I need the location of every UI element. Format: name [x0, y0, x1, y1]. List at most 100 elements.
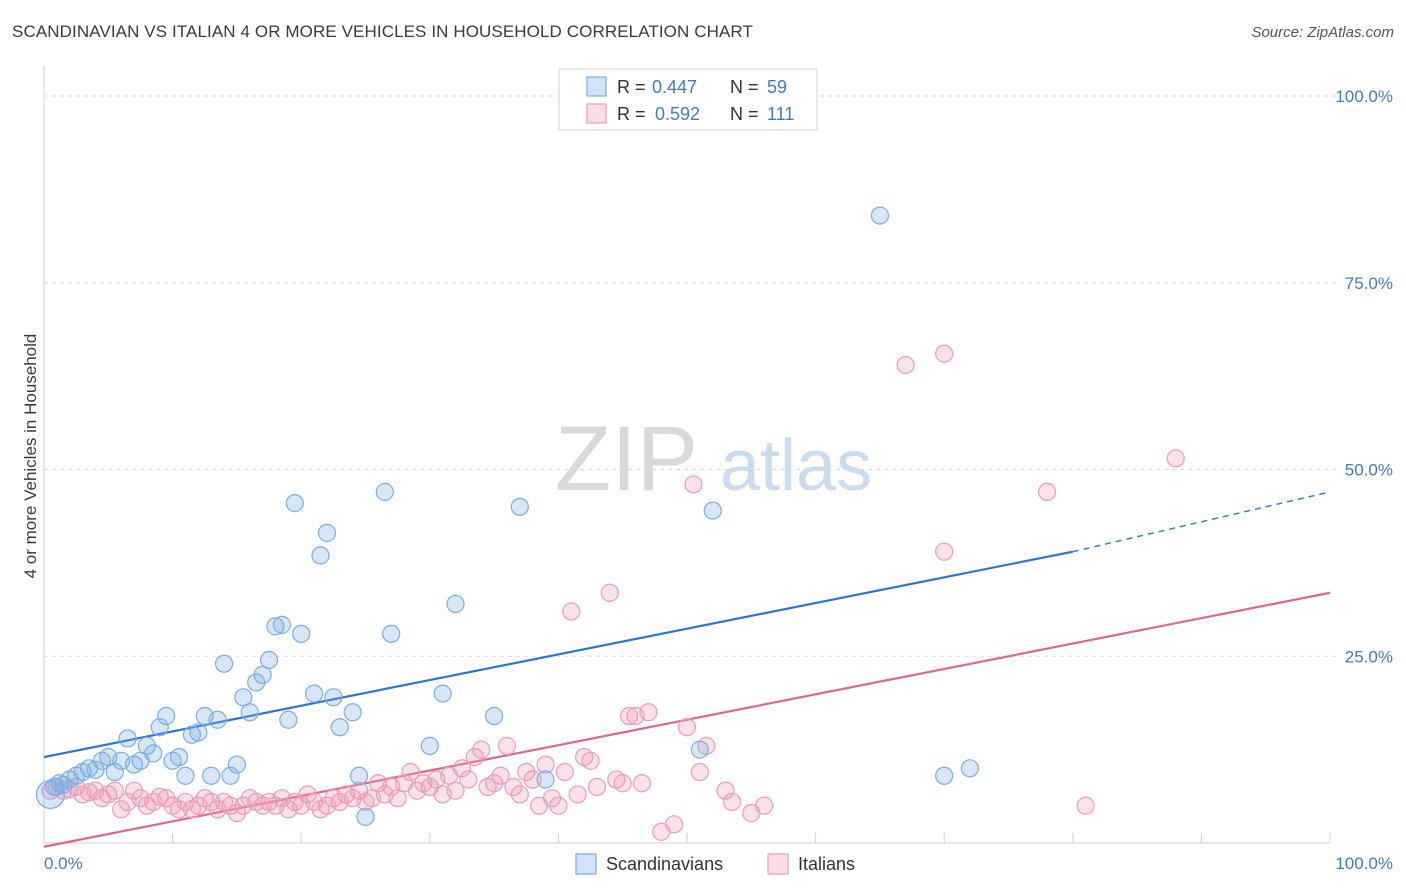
italians-point	[600, 583, 619, 602]
italians-point	[620, 706, 639, 726]
scandinavians-point	[870, 206, 890, 225]
scandinavians-point	[343, 703, 362, 722]
stats-r-label-1: R =	[617, 77, 646, 97]
italians-point	[1166, 449, 1185, 468]
italians-point	[1037, 482, 1057, 502]
trend-layer	[43, 491, 1331, 848]
scandinavians-point	[272, 615, 292, 634]
italians-point	[465, 747, 484, 767]
scandinavians-point	[169, 747, 189, 767]
italians-point	[613, 774, 632, 793]
scandinavians-point	[266, 617, 285, 636]
scandinavians-point	[446, 594, 465, 614]
italians-point	[504, 777, 523, 797]
italians-point	[935, 542, 954, 561]
x-tick-label-max: 100.0%	[1335, 854, 1393, 873]
italians-point	[536, 755, 555, 774]
italians-point	[221, 796, 240, 815]
scandinavians-point	[485, 706, 504, 726]
watermark: ZIP atlas	[555, 408, 872, 510]
y-tick-label: 75.0%	[1345, 274, 1393, 293]
y-tick-label: 25.0%	[1345, 647, 1393, 666]
stats-legend-swatch-pink	[586, 103, 607, 124]
stats-r-value-2: 0.592	[655, 104, 700, 124]
scandinavians-point	[240, 703, 259, 722]
chart-title: SCANDINAVIAN VS ITALIAN 4 OR MORE VEHICL…	[12, 22, 753, 41]
italians-trend-line	[43, 591, 1331, 848]
scandinavians-point	[311, 546, 330, 565]
italians-point	[690, 762, 709, 782]
scandinavians-point	[234, 688, 253, 707]
stats-legend-box	[558, 68, 818, 131]
scandinavians-point	[349, 766, 369, 785]
stats-n-label-1: N =	[730, 77, 759, 97]
italians-point	[581, 751, 600, 770]
scandinavians-point	[157, 706, 176, 726]
y-tick-label: 100.0%	[1335, 87, 1393, 106]
italians-point	[523, 770, 542, 789]
italians-point	[169, 800, 189, 819]
scandinavians-point	[690, 740, 709, 759]
italians-point	[446, 781, 465, 800]
chart-source: Source: ZipAtlas.com	[1251, 24, 1394, 41]
scandinavians-point	[227, 755, 246, 774]
axis-layer	[43, 66, 1331, 844]
y-tick-label: 50.0%	[1345, 461, 1393, 480]
italians-point	[896, 355, 915, 375]
series-legend: Scandinavians Italians	[575, 853, 855, 875]
scandinavians-point	[935, 766, 954, 785]
italians-point	[677, 718, 697, 737]
italians-point	[124, 781, 144, 800]
scandinavians-point	[176, 766, 195, 785]
scandinavians-point	[510, 497, 529, 516]
scandinavians-point	[214, 654, 234, 673]
italians-point	[112, 800, 131, 819]
stats-r-value-1: 0.447	[652, 77, 697, 97]
legend-label-italians: Italians	[798, 854, 855, 874]
scandinavians-trend-extension	[1072, 491, 1331, 553]
italians-point	[401, 762, 420, 782]
scandinavians-point	[703, 501, 722, 520]
italians-point	[459, 770, 478, 789]
stats-n-value-1: 59	[767, 77, 787, 97]
italians-point	[150, 787, 169, 806]
legend-swatch-scandinavians	[575, 853, 597, 875]
italians-point	[202, 792, 221, 812]
scandinavians-point	[375, 482, 394, 502]
legend-label-scandinavians: Scandinavians	[606, 854, 723, 874]
italians-point	[639, 703, 658, 722]
scandinavians-point	[536, 770, 555, 789]
x-tick-label-min: 0.0%	[44, 854, 83, 873]
italians-point	[542, 789, 562, 808]
italians-point	[485, 774, 504, 793]
scandinavians-point	[382, 624, 401, 643]
italians-point	[510, 785, 529, 804]
italians-point	[587, 777, 607, 797]
scandinavians-point	[960, 759, 980, 778]
italians-point	[298, 785, 317, 804]
italians-point	[388, 789, 407, 808]
scandinavians-point	[279, 710, 298, 729]
stats-n-value-2: 111	[767, 104, 794, 124]
watermark-atlas: atlas	[720, 426, 872, 506]
legend-swatch-italians	[767, 853, 789, 875]
scandinavians-point	[150, 718, 169, 737]
italians-point	[632, 774, 652, 793]
watermark-zip: ZIP	[555, 408, 698, 510]
italians-point	[497, 736, 517, 755]
points-layer	[35, 206, 1185, 841]
italians-point	[1076, 796, 1095, 815]
scandinavians-point	[105, 762, 124, 782]
italians-point	[517, 762, 536, 782]
scandinavians-point	[221, 766, 240, 785]
scandinavians-point	[292, 624, 311, 643]
italians-point	[227, 804, 246, 823]
scandinavians-point	[285, 494, 304, 513]
italians-point	[665, 815, 684, 834]
stats-legend-swatch-blue	[586, 76, 607, 97]
grid-layer	[44, 95, 1338, 657]
italians-point	[935, 344, 954, 363]
scandinavians-point	[259, 650, 279, 670]
italians-point	[562, 602, 581, 621]
